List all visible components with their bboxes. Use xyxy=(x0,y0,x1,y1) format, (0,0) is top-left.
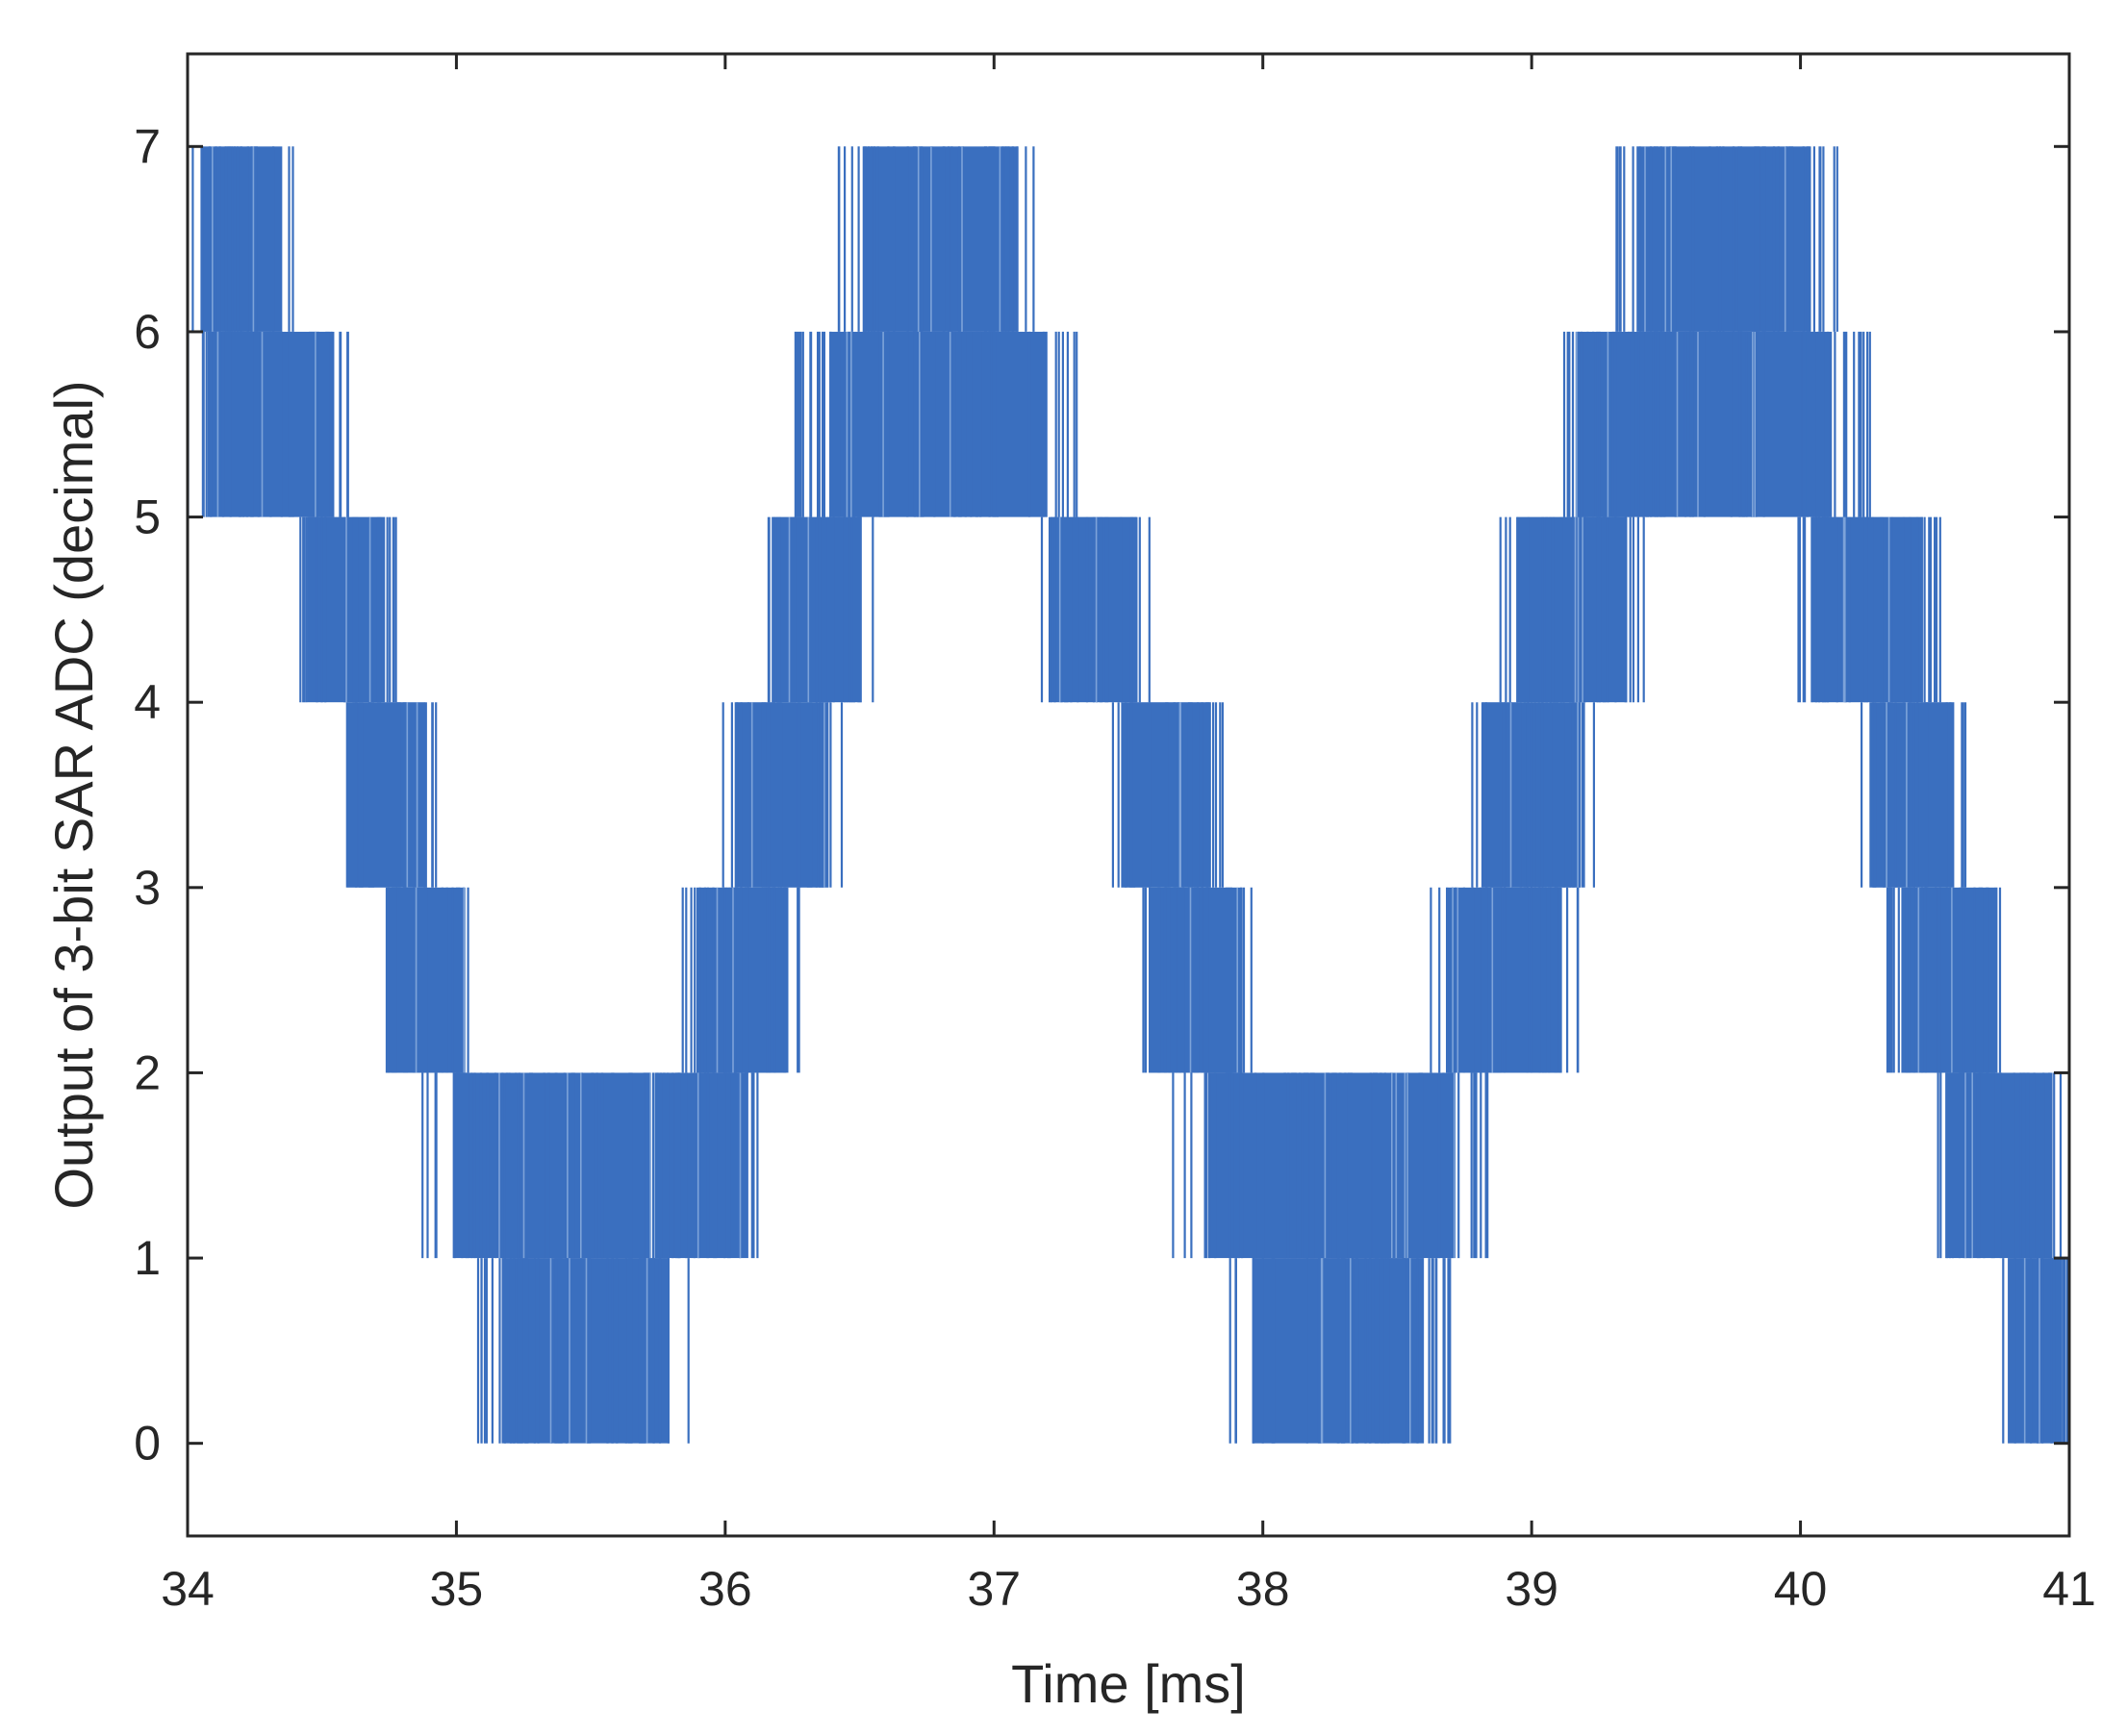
band-8-gaps xyxy=(716,887,734,1073)
y-tick-label: 0 xyxy=(134,1417,161,1471)
band-13-gaps xyxy=(1058,516,1098,703)
series-0 xyxy=(187,146,2070,1444)
band-11-gaps xyxy=(846,331,951,517)
band-19-gaps xyxy=(1509,702,1579,888)
y-axis: 0 1 2 3 4 5 6 7 xyxy=(134,119,2069,1471)
band-19-toggles xyxy=(1471,702,1595,888)
band-0-gaps xyxy=(212,146,255,332)
y-tick-label: 3 xyxy=(134,861,161,915)
band-14-gaps xyxy=(1178,702,1181,888)
band-26 xyxy=(1946,1072,2053,1259)
band-16-toggles xyxy=(1172,1072,1489,1259)
plot-frame xyxy=(186,52,2071,1538)
band-7 xyxy=(656,1072,748,1259)
y-tick-label: 4 xyxy=(134,675,161,729)
band-12-gaps xyxy=(917,146,1001,332)
band-22 xyxy=(1639,146,1811,332)
band-17-gaps xyxy=(1320,1258,1411,1444)
x-tick-label: 34 xyxy=(161,1562,215,1616)
band-20-gaps xyxy=(1574,516,1583,703)
x-tick-label: 40 xyxy=(1774,1562,1828,1616)
x-tick-label: 38 xyxy=(1236,1562,1290,1616)
band-25-toggles xyxy=(1886,887,2002,1073)
y-axis-label: Output of 3-bit SAR ADC (decimal) xyxy=(43,380,104,1209)
band-27-gaps xyxy=(2023,1258,2040,1444)
band-18-gaps xyxy=(1452,887,1494,1073)
band-9-gaps xyxy=(750,702,825,888)
x-tick-label: 35 xyxy=(430,1562,484,1616)
band-15-gaps xyxy=(1189,887,1238,1073)
y-tick-label: 1 xyxy=(134,1231,161,1285)
band-8-toggles xyxy=(681,887,800,1073)
band-16-gaps xyxy=(1324,1072,1456,1259)
band-24-gaps xyxy=(1886,702,1908,888)
band-5-gaps xyxy=(498,1072,651,1259)
x-tick-label: 39 xyxy=(1505,1562,1558,1616)
band-11 xyxy=(829,331,1047,517)
band-6-gaps xyxy=(549,1258,648,1444)
band-23-gaps xyxy=(1842,516,1890,703)
x-axis: 34 35 36 37 38 39 40 41 xyxy=(161,54,2096,1616)
band-21-gaps xyxy=(1576,331,1756,517)
band-15-toggles xyxy=(1142,887,1253,1073)
band-11-toggles xyxy=(794,331,1078,517)
y-tick-label: 7 xyxy=(134,119,161,173)
x-axis-label: Time [ms] xyxy=(1011,1653,1246,1714)
band-17-toggles xyxy=(1228,1258,1452,1444)
band-24-toggles xyxy=(1861,702,1967,888)
band-22-gaps xyxy=(1644,146,1786,332)
band-18-toggles xyxy=(1430,887,1580,1073)
band-3-gaps xyxy=(406,702,418,888)
band-3-toggles xyxy=(345,702,438,888)
band-5 xyxy=(452,1072,651,1259)
data-series xyxy=(187,146,2070,1444)
x-tick-label: 41 xyxy=(2042,1562,2096,1616)
band-1-toggles xyxy=(187,331,349,517)
band-4-gaps xyxy=(415,887,466,1073)
band-25-gaps xyxy=(1917,887,1953,1073)
band-10-toggles xyxy=(767,516,874,703)
x-tick-label: 36 xyxy=(698,1562,752,1616)
band-20-toggles xyxy=(1499,516,1645,703)
band-10-gaps xyxy=(788,516,810,703)
band-14-toggles xyxy=(1111,702,1224,888)
y-tick-label: 6 xyxy=(134,305,161,359)
band-4-toggles xyxy=(387,887,469,1073)
band-1-gaps xyxy=(216,331,317,517)
band-6-toggles xyxy=(476,1258,690,1444)
x-tick-label: 37 xyxy=(967,1562,1021,1616)
band-26-gaps xyxy=(1964,1072,1973,1259)
y-tick-label: 5 xyxy=(134,491,161,544)
band-0-toggles xyxy=(191,146,294,332)
band-9-toggles xyxy=(722,702,844,888)
y-tick-label: 2 xyxy=(134,1045,161,1099)
band-2-gaps xyxy=(345,516,371,703)
band-26-toggles xyxy=(1937,1072,2063,1259)
band-7-gaps xyxy=(696,1072,742,1259)
